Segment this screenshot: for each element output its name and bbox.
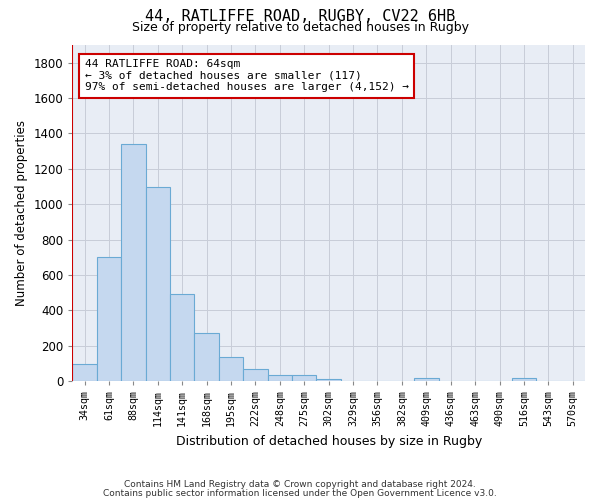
Bar [73,364,97,381]
Bar [219,356,243,381]
Text: Contains public sector information licensed under the Open Government Licence v3: Contains public sector information licen… [103,488,497,498]
Bar [121,144,146,381]
Bar [292,375,316,381]
Text: 44, RATLIFFE ROAD, RUGBY, CV22 6HB: 44, RATLIFFE ROAD, RUGBY, CV22 6HB [145,9,455,24]
Bar [146,188,170,381]
Bar [512,378,536,381]
Bar [194,334,219,381]
Bar [316,379,341,381]
Text: Size of property relative to detached houses in Rugby: Size of property relative to detached ho… [131,21,469,34]
Bar [243,369,268,381]
Bar [170,294,194,381]
Bar [414,378,439,381]
X-axis label: Distribution of detached houses by size in Rugby: Distribution of detached houses by size … [176,434,482,448]
Y-axis label: Number of detached properties: Number of detached properties [15,120,28,306]
Bar [97,258,121,381]
Text: Contains HM Land Registry data © Crown copyright and database right 2024.: Contains HM Land Registry data © Crown c… [124,480,476,489]
Bar [268,375,292,381]
Text: 44 RATLIFFE ROAD: 64sqm
← 3% of detached houses are smaller (117)
97% of semi-de: 44 RATLIFFE ROAD: 64sqm ← 3% of detached… [85,59,409,92]
